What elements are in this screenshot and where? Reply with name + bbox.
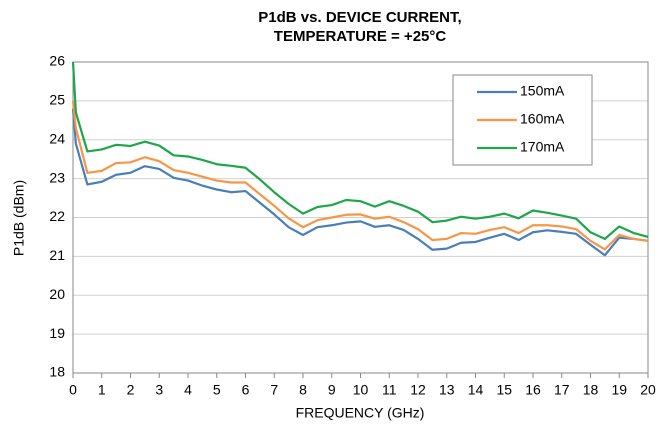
- y-axis-label: P1dB (dBm): [11, 180, 27, 256]
- x-tick-label: 3: [155, 382, 163, 398]
- chart-title: P1dB vs. DEVICE CURRENT,: [258, 9, 461, 26]
- x-tick-label: 15: [496, 382, 512, 398]
- y-tick-label: 24: [49, 130, 65, 146]
- x-tick-label: 19: [611, 382, 627, 398]
- y-tick-label: 18: [49, 364, 65, 380]
- legend-box: [452, 74, 593, 166]
- x-tick-label: 11: [382, 382, 397, 398]
- y-tick-label: 19: [49, 325, 65, 341]
- x-tick-label: 18: [583, 382, 599, 398]
- chart-title: TEMPERATURE = +25°C: [274, 28, 447, 45]
- plot-border: [72, 61, 649, 374]
- x-axis-label: FREQUENCY (GHz): [296, 405, 425, 421]
- x-tick-label: 9: [328, 382, 336, 398]
- x-tick-label: 16: [525, 382, 541, 398]
- x-tick-label: 8: [299, 382, 307, 398]
- x-tick-label: 10: [353, 382, 369, 398]
- y-tick-label: 22: [49, 208, 65, 224]
- x-tick-label: 0: [69, 382, 77, 398]
- x-tick-label: 6: [242, 382, 250, 398]
- legend-label: 150mA: [520, 83, 565, 99]
- x-tick-label: 17: [554, 382, 570, 398]
- legend-label: 160mA: [520, 111, 565, 127]
- x-tick-label: 20: [640, 382, 656, 398]
- y-tick-label: 21: [49, 247, 65, 263]
- y-tick-label: 20: [49, 286, 65, 302]
- y-tick-label: 25: [49, 92, 65, 108]
- x-tick-label: 12: [410, 382, 426, 398]
- x-tick-label: 4: [184, 382, 192, 398]
- data-line: [71, 108, 649, 257]
- x-tick-label: 2: [127, 382, 135, 398]
- x-tick-label: 13: [439, 382, 455, 398]
- x-tick-label: 1: [98, 382, 106, 398]
- y-tick-label: 26: [49, 53, 65, 69]
- x-tick-label: 14: [468, 382, 484, 398]
- legend-label: 170mA: [520, 139, 565, 155]
- x-tick-label: 5: [213, 382, 221, 398]
- x-tick-label: 7: [270, 382, 278, 398]
- y-tick-label: 23: [49, 169, 65, 185]
- data-line: [71, 100, 649, 251]
- data-line: [71, 61, 649, 240]
